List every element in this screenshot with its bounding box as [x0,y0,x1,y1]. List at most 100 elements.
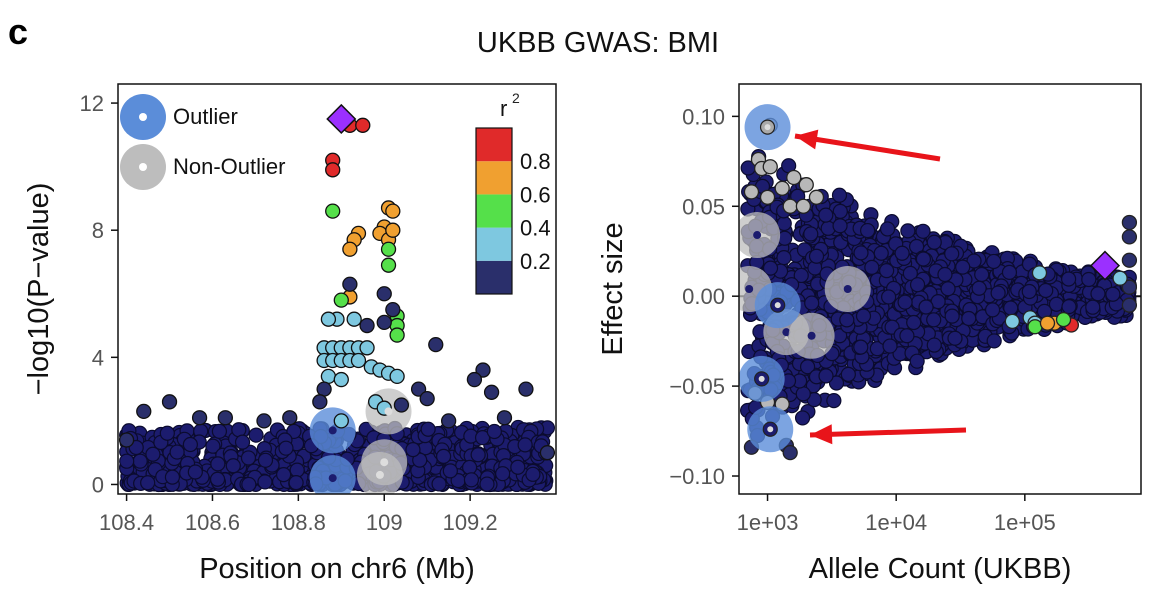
data-point [474,430,491,446]
data-point [486,423,502,440]
data-point [350,352,367,369]
arrow-upper-outlier-head [795,129,819,150]
data-point [986,333,1002,349]
data-point [119,453,135,469]
data-point [385,222,401,238]
y-tick-label: 0.10 [682,104,725,129]
data-point [496,410,513,426]
data-point [1121,252,1138,268]
data-point [909,277,926,293]
data-point [926,337,942,353]
x-tick-label: 109 [366,510,403,535]
data-point [333,413,349,429]
data-point [132,453,148,469]
outlier-center [774,302,781,309]
data-point [926,234,942,250]
x-tick-label: 108.8 [271,510,326,535]
data-point [808,189,825,205]
data-point [316,381,332,397]
data-point [881,289,897,305]
data-point [826,393,842,409]
data-point [431,476,447,492]
y-tick-label: 0.05 [682,194,725,219]
data-point [256,413,272,429]
legend-non-outlier-label: Non-Outlier [173,154,285,179]
x-tick-label: 108.4 [99,510,154,535]
data-point [1003,300,1019,316]
legend-outlier-label: Outlier [173,104,238,129]
data-point [320,368,337,385]
r2-tick-label: 0.6 [520,182,551,207]
data-point [873,245,889,261]
x-axis-title: Position on chr6 (Mb) [199,553,475,585]
data-point [420,421,436,437]
data-point [257,474,273,490]
data-point [1004,313,1021,330]
data-point [435,448,452,464]
data-point [475,362,491,378]
data-point [136,403,152,420]
outlier-center [764,124,771,131]
data-point [359,340,375,356]
data-point [140,475,156,491]
legend-outlier-dot [139,113,147,121]
data-point [762,260,779,276]
data-point [808,248,825,264]
data-point [840,366,856,382]
data-point [288,475,304,491]
data-point [479,476,495,492]
non-outlier-center [843,285,852,293]
r2-colorbar-segment [476,227,512,261]
data-point [1038,282,1054,299]
data-point [470,447,486,463]
data-point [389,327,405,343]
data-point [828,375,845,391]
data-point [864,259,880,275]
data-point [211,423,228,439]
data-point [961,310,977,327]
y-tick-label: 0 [92,472,104,497]
non-outlier-center [753,231,762,240]
data-point [1121,229,1138,245]
data-point [191,410,208,426]
data-point [915,223,931,239]
data-point [240,450,257,466]
data-point [346,311,362,327]
data-point [466,371,483,388]
y-axis-title: −log10(P−value) [23,183,55,396]
data-point [225,458,241,474]
r2-colorbar-segment [476,128,512,162]
data-point [986,253,1002,270]
data-point [278,440,294,456]
data-point [393,397,410,413]
data-point [428,336,444,353]
data-point [795,386,811,402]
data-point [389,368,405,385]
legend-non-outlier-dot [139,163,147,171]
data-point [853,245,869,261]
data-point [376,314,392,331]
data-point [1021,283,1037,300]
data-point [442,463,458,479]
data-point [355,117,371,133]
data-point [333,292,349,308]
data-point [325,162,341,178]
data-point [882,338,898,354]
data-point [241,476,257,493]
data-point [333,371,349,388]
data-point [248,427,264,443]
data-point [187,464,203,480]
r2-colorbar-segment [476,161,512,195]
plot-area [739,104,1141,461]
data-point [1061,271,1077,287]
data-point [984,302,1001,318]
data-point [1112,270,1128,286]
y-tick-label: 8 [92,218,104,243]
y-tick-label: −0.05 [669,374,725,399]
effect-size-plot: 1e+03 1e+04 1e+05 0.10 0.05 0.00 −0.05 −0.10 All… [597,83,1142,585]
arrow-lower-outlier-head [810,424,833,445]
data-point [385,203,401,219]
data-point [762,159,778,175]
data-point [940,281,956,297]
data-point [1105,286,1121,302]
